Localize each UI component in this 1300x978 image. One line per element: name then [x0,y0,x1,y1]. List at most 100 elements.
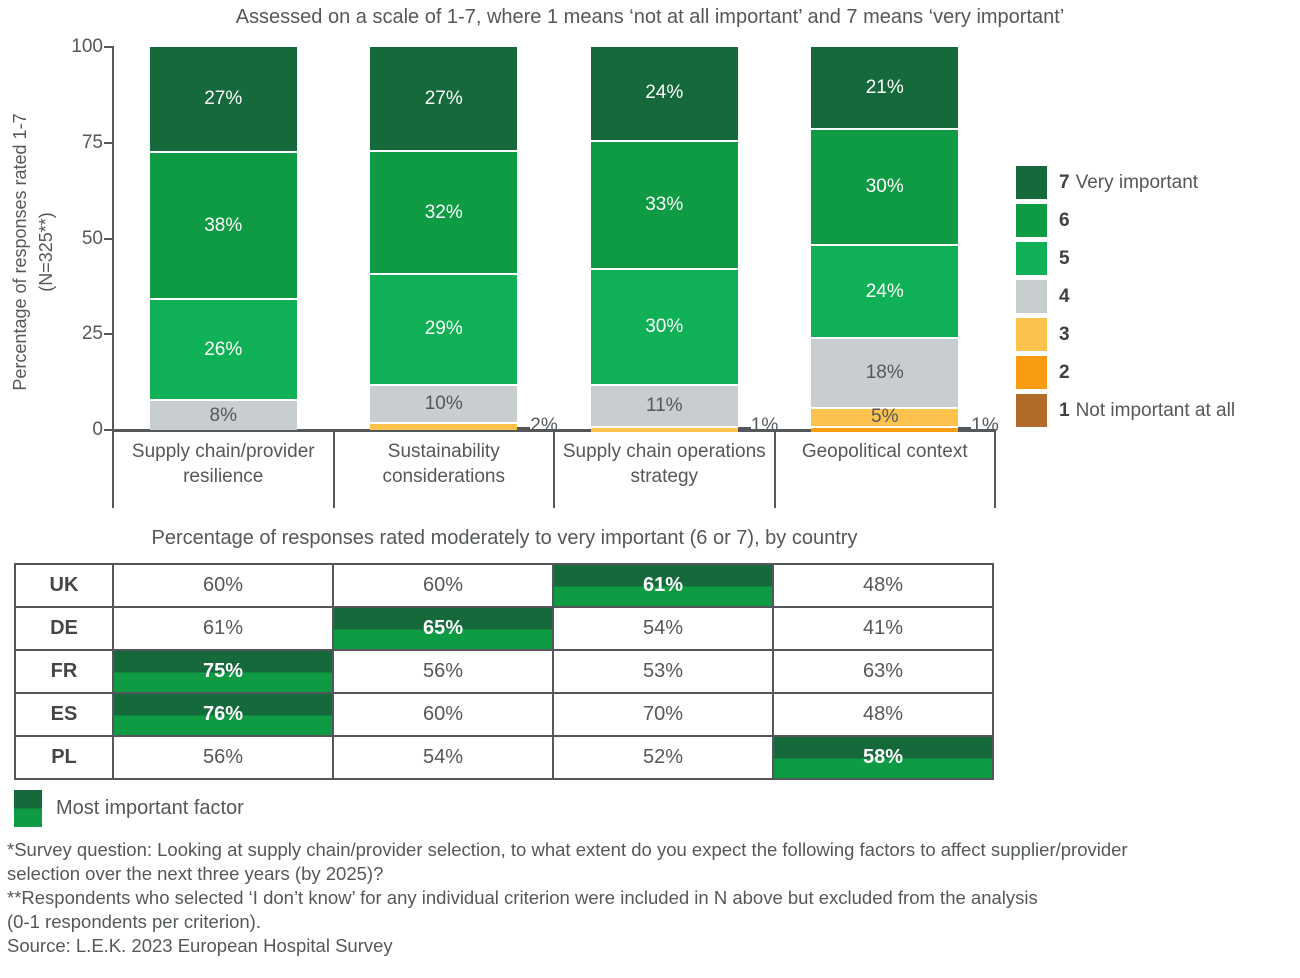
y-axis-line [112,47,114,430]
category-label: Supply chain/provider resilience [131,441,315,487]
y-axis-label-line1: Percentage of responses rated 1-7 [10,113,30,391]
bar-segment-rating-4: 18% [811,337,959,407]
legend-rating-number: 3 [1059,323,1070,345]
y-tick-label: 100 [71,36,103,57]
table-row-uk: UK 60% 60% 61% 48% [14,563,994,608]
legend-label: 6 [1059,210,1076,232]
legend-swatch [1016,280,1047,313]
legend-item: 2 [1016,356,1235,389]
callout-dash [958,427,972,430]
table-cell: 52% [552,735,774,780]
category-label: Geopolitical context [801,441,968,462]
legend-label: 2 [1059,362,1076,384]
y-tick-label: 75 [81,131,103,153]
segment-value-label: 5% [871,406,899,428]
table-cell: 53% [552,649,774,694]
y-tick-mark [104,46,114,48]
table-cell: 61% [112,606,334,651]
y-axis-label-line2: (N=325**) [36,212,56,292]
footnote-line: **Respondents who selected ‘I don’t know… [7,887,1038,908]
segment-value-label: 18% [865,361,904,383]
segment-value-label: 21% [865,76,904,98]
table-cell: 41% [772,606,994,651]
segment-value-label: 33% [645,193,684,215]
legend-swatch [1016,318,1047,351]
segment-callout-value: 1% [750,415,779,436]
bar-segment-rating-7: 27% [149,47,297,152]
segment-value-label: 24% [645,82,684,104]
y-tick-label: 25 [81,323,103,345]
bar-segment-rating-4: 8% [149,399,297,430]
table-cell: 54% [552,606,774,651]
legend-rating-number: 1 [1059,399,1070,421]
bar-segment-rating-6: 30% [811,128,959,245]
bar-segment-rating-6: 32% [370,150,518,273]
country-label: UK [14,563,114,608]
legend-swatch [1016,394,1047,427]
y-axis-label: Percentage of responses rated 1-7 (N=325… [7,42,59,462]
segment-value-label: 27% [204,88,243,110]
footnote-line: (0-1 respondents per criterion). [7,911,261,932]
table-row-es: ES 76% 60% 70% 48% [14,692,994,737]
chart-title: Assessed on a scale of 1-7, where 1 mean… [235,6,1065,28]
bar-segment-rating-5: 24% [811,244,959,338]
table-cell-highlighted: 75% [112,649,334,694]
y-tick-mark [104,237,114,240]
bar-segment-rating-3: 5% [811,406,959,428]
legend-item: 6 [1016,204,1235,237]
bar-segment-rating-3 [370,422,518,430]
country-label: FR [14,649,114,694]
legend-label: 3 [1059,324,1076,346]
bar-segment-rating-5: 29% [370,272,518,385]
table-cell-highlighted: 58% [772,735,994,780]
table-cell: 60% [112,563,334,608]
legend-rating-number: 6 [1059,209,1070,231]
footnotes: *Survey question: Looking at supply chai… [7,838,1128,958]
legend-swatch [1016,242,1047,275]
table-row-de: DE 61% 65% 54% 41% [14,606,994,651]
segment-value-label: 27% [424,87,463,109]
country-table-title: Percentage of responses rated moderately… [151,527,858,549]
bar-segment-rating-3 [590,426,738,433]
legend-item: 7 Very important [1016,166,1235,199]
callout-dash [737,427,751,430]
stacked-bar: 27% 38% 26% 8% [149,47,297,430]
segment-value-label: 30% [865,176,904,198]
table-cell-highlighted: 61% [552,563,774,608]
bar-segment-rating-7: 27% [370,47,518,151]
stacked-bar: 24% 33% 30% 11% 1% [590,47,778,435]
bar-segment-rating-6: 33% [590,139,738,268]
category-divider [112,430,114,508]
table-cell: 54% [332,735,554,780]
table-cell: 60% [332,563,554,608]
y-tick-mark [104,429,114,431]
category-label: Supply chain operations strategy [562,441,766,487]
legend-swatch [1016,356,1047,389]
category-label: Sustainability considerations [382,441,506,487]
bar-segment-rating-5: 26% [149,298,297,400]
callout-dash [517,427,531,430]
stacked-bar: 27% 32% 29% 10% 2% [370,47,558,435]
segment-value-label: 11% [645,394,683,416]
legend-swatch [1016,166,1047,199]
stacked-bar: 21% 30% 24% 18% 5% 1% [811,47,999,435]
segment-value-label: 8% [209,404,237,426]
chart-legend: 7 Very important 6 5 4 3 2 1 Not important at al… [1016,166,1235,432]
table-cell: 63% [772,649,994,694]
bar-segment-rating-6: 38% [149,151,297,299]
segment-value-label: 26% [204,338,243,360]
country-label: PL [14,735,114,780]
legend-rating-number: 2 [1059,361,1070,383]
bar-segment-rating-7: 21% [811,47,959,129]
y-tick-mark [104,141,114,144]
table-cell: 48% [772,563,994,608]
legend-label: 1 Not important at all [1059,399,1236,421]
table-cell-highlighted: 65% [332,606,554,651]
segment-value-label: 24% [865,280,904,302]
most-important-factor-swatch [14,790,42,827]
table-cell: 70% [552,692,774,737]
most-important-factor-legend: Most important factor [14,790,244,827]
legend-rating-number: 7 [1059,171,1070,193]
segment-value-label: 30% [645,315,684,337]
table-cell-highlighted: 76% [112,692,334,737]
